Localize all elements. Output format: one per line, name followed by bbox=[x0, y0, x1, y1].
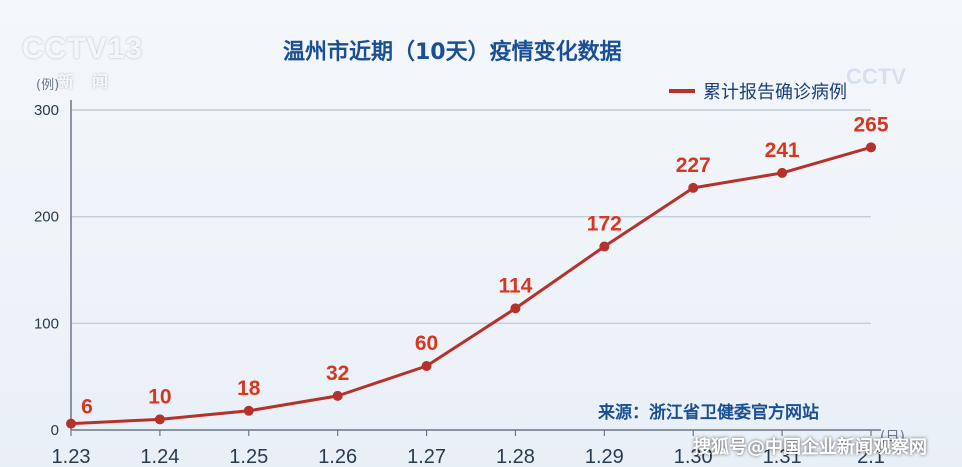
x-tick-label: 1.30 bbox=[674, 446, 713, 467]
data-label: 114 bbox=[498, 274, 532, 297]
x-tick-label: 1.23 bbox=[52, 446, 91, 467]
y-tick-label: 0 bbox=[51, 422, 59, 439]
data-label: 18 bbox=[237, 377, 261, 400]
data-point bbox=[866, 142, 876, 153]
cctv-logo: CCTV13 bbox=[22, 32, 144, 65]
legend-label: 累计报告确诊病例 bbox=[703, 82, 847, 103]
data-point bbox=[332, 390, 343, 401]
watermark: 搜狐号@中国企业新闻观察网 bbox=[693, 437, 927, 458]
data-label: 6 bbox=[81, 396, 93, 419]
data-label: 10 bbox=[148, 385, 171, 408]
x-tick-label: 1.24 bbox=[140, 446, 179, 467]
y-tick-label: 200 bbox=[34, 209, 59, 226]
data-label: 32 bbox=[326, 362, 349, 385]
cctv-corner-logo: CCTV bbox=[846, 64, 906, 89]
x-tick-label: 1.27 bbox=[407, 446, 446, 467]
x-tick-label: 2.1 bbox=[857, 446, 885, 467]
x-tick-label: 1.31 bbox=[763, 446, 802, 467]
data-label: 172 bbox=[587, 213, 622, 236]
source-note: 来源：浙江省卫健委官方网站 bbox=[598, 403, 819, 423]
y-tick-label: 100 bbox=[34, 315, 59, 332]
data-point bbox=[154, 414, 165, 425]
data-label: 265 bbox=[853, 113, 888, 136]
data-point bbox=[421, 361, 432, 371]
data-point bbox=[243, 405, 254, 416]
series-line bbox=[69, 145, 873, 426]
x-tick-label: 1.28 bbox=[496, 446, 535, 467]
legend: 累计报告确诊病例 bbox=[669, 78, 847, 104]
y-axis-unit: (例) bbox=[36, 78, 60, 93]
x-axis-unit: (日) bbox=[880, 429, 905, 445]
data-point bbox=[510, 303, 521, 314]
data-label: 227 bbox=[676, 154, 711, 177]
chart-title: 温州市近期（10天）疫情变化数据 bbox=[283, 40, 622, 65]
x-tick-label: 1.25 bbox=[229, 446, 268, 467]
cctv-logo-subtitle: 新闻 bbox=[58, 72, 127, 91]
x-tick-label: 1.26 bbox=[318, 446, 357, 467]
y-tick-label: 300 bbox=[34, 102, 59, 119]
data-label: 241 bbox=[765, 139, 800, 162]
data-point bbox=[688, 182, 699, 193]
data-point bbox=[777, 167, 788, 178]
data-point bbox=[66, 418, 76, 429]
x-tick-label: 1.29 bbox=[585, 446, 624, 467]
data-point bbox=[599, 241, 610, 252]
data-label: 60 bbox=[415, 332, 438, 355]
legend-swatch bbox=[669, 89, 695, 93]
